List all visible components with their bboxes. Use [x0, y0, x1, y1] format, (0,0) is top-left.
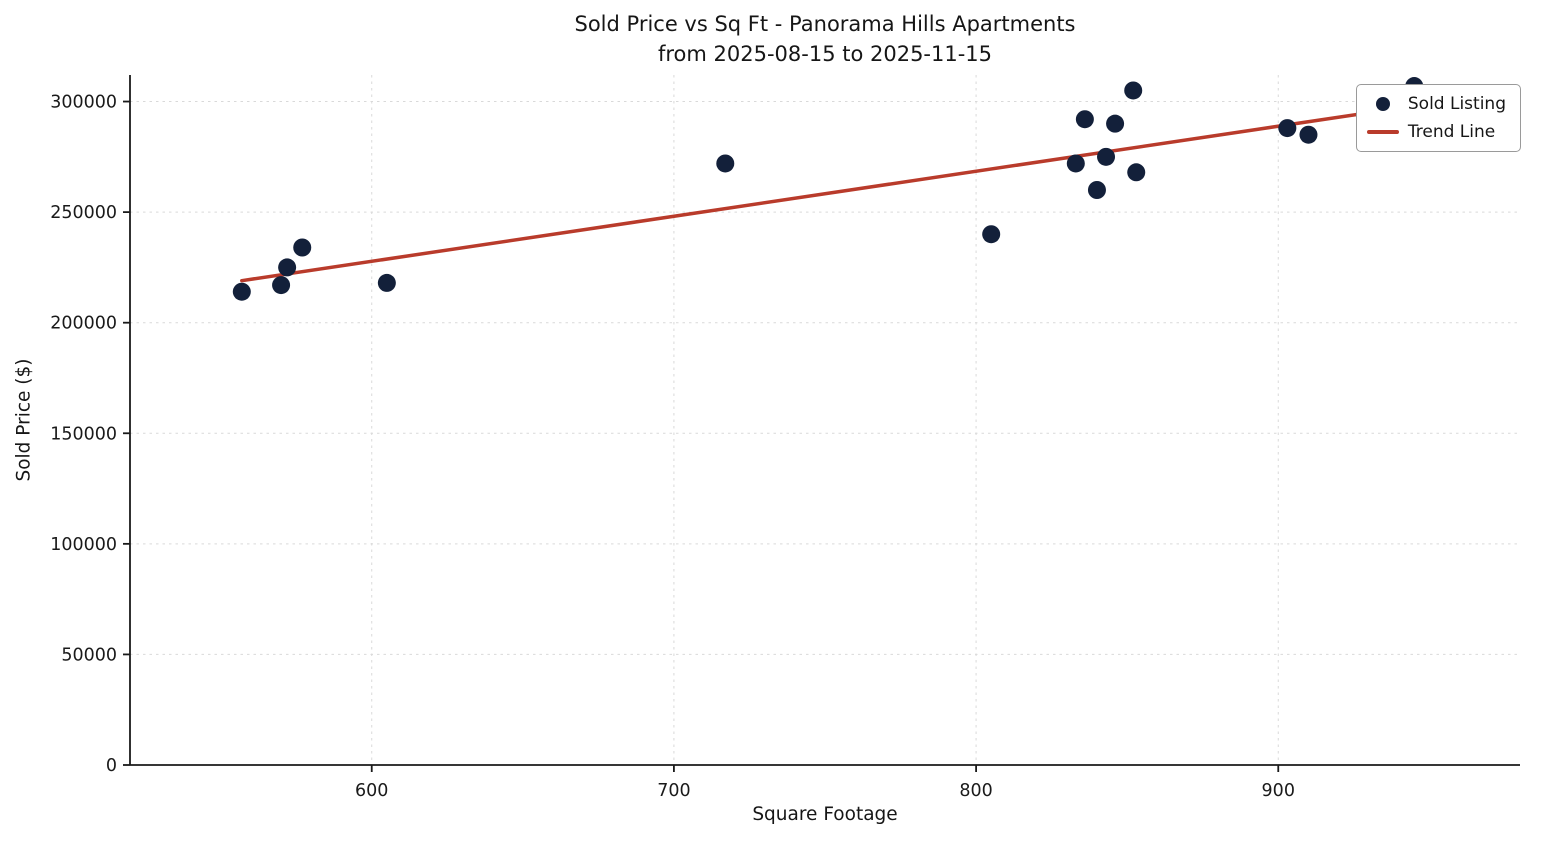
- x-tick-label: 700: [657, 781, 690, 801]
- data-point: [293, 238, 312, 257]
- y-tick-label: 0: [106, 756, 117, 776]
- legend-entry-trend-line: Trend Line: [1366, 122, 1506, 142]
- y-tick-label: 50000: [61, 645, 117, 665]
- data-point: [1124, 81, 1143, 100]
- x-tick-label: 900: [1262, 781, 1295, 801]
- data-point: [232, 282, 251, 301]
- data-point: [1278, 119, 1297, 138]
- data-point: [1075, 110, 1094, 129]
- legend: Sold Listing Trend Line: [1355, 84, 1521, 152]
- data-point: [716, 154, 735, 173]
- chart-title: Sold Price vs Sq Ft - Panorama Hills Apa…: [130, 10, 1520, 70]
- data-point: [1087, 181, 1106, 199]
- data-point: [1127, 163, 1146, 182]
- data-point: [1097, 147, 1116, 166]
- y-tick-label: 300000: [50, 93, 117, 113]
- sold-listing-marker-icon: [1375, 97, 1390, 111]
- legend-label-sold-listing: Sold Listing: [1407, 94, 1506, 114]
- data-point: [272, 276, 291, 295]
- y-tick-label: 100000: [50, 535, 117, 555]
- y-tick-label: 200000: [50, 314, 117, 334]
- legend-swatch: [1366, 130, 1399, 134]
- chart-title-line2: from 2025-08-15 to 2025-11-15: [657, 41, 993, 66]
- x-tick-label: 800: [959, 781, 992, 801]
- data-point: [377, 273, 396, 292]
- x-axis-label: Square Footage: [752, 804, 898, 825]
- legend-label-trend-line: Trend Line: [1407, 122, 1496, 142]
- data-point: [1299, 125, 1318, 144]
- y-tick-label: 150000: [50, 424, 117, 444]
- y-axis-label: Sold Price ($): [13, 358, 35, 482]
- data-point: [982, 225, 1001, 244]
- data-point: [278, 258, 297, 277]
- legend-entry-sold-listing: Sold Listing: [1367, 94, 1506, 114]
- data-point: [1066, 154, 1085, 173]
- x-tick-label: 600: [355, 781, 388, 801]
- data-point: [1106, 114, 1125, 133]
- chart-title-line1: Sold Price vs Sq Ft - Panorama Hills Apa…: [574, 12, 1076, 36]
- y-tick-label: 250000: [50, 203, 117, 223]
- trend-line-marker-icon: [1366, 130, 1399, 134]
- trend-line: [240, 104, 1416, 283]
- legend-swatch: [1367, 97, 1399, 111]
